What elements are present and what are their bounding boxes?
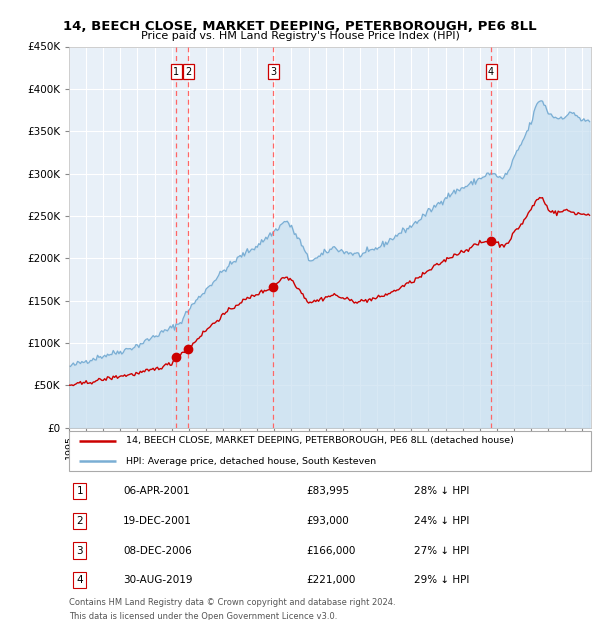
FancyBboxPatch shape [69, 431, 591, 471]
Text: 1: 1 [173, 67, 179, 77]
Text: 24% ↓ HPI: 24% ↓ HPI [414, 516, 469, 526]
Text: This data is licensed under the Open Government Licence v3.0.: This data is licensed under the Open Gov… [69, 612, 337, 620]
Text: 27% ↓ HPI: 27% ↓ HPI [414, 546, 469, 556]
Text: 2: 2 [185, 67, 191, 77]
Text: 2: 2 [76, 516, 83, 526]
Text: 08-DEC-2006: 08-DEC-2006 [123, 546, 192, 556]
Text: £83,995: £83,995 [306, 486, 349, 496]
Text: £221,000: £221,000 [306, 575, 355, 585]
Text: 28% ↓ HPI: 28% ↓ HPI [414, 486, 469, 496]
Text: 06-APR-2001: 06-APR-2001 [123, 486, 190, 496]
Text: 14, BEECH CLOSE, MARKET DEEPING, PETERBOROUGH, PE6 8LL: 14, BEECH CLOSE, MARKET DEEPING, PETERBO… [63, 20, 537, 33]
Text: 29% ↓ HPI: 29% ↓ HPI [414, 575, 469, 585]
Text: Price paid vs. HM Land Registry's House Price Index (HPI): Price paid vs. HM Land Registry's House … [140, 31, 460, 41]
Text: 19-DEC-2001: 19-DEC-2001 [123, 516, 192, 526]
Text: 3: 3 [270, 67, 277, 77]
Text: £93,000: £93,000 [306, 516, 349, 526]
Text: Contains HM Land Registry data © Crown copyright and database right 2024.: Contains HM Land Registry data © Crown c… [69, 598, 395, 608]
Text: 4: 4 [488, 67, 494, 77]
Text: 30-AUG-2019: 30-AUG-2019 [123, 575, 193, 585]
Text: 14, BEECH CLOSE, MARKET DEEPING, PETERBOROUGH, PE6 8LL (detached house): 14, BEECH CLOSE, MARKET DEEPING, PETERBO… [127, 436, 514, 446]
Text: £166,000: £166,000 [306, 546, 355, 556]
Text: 3: 3 [76, 546, 83, 556]
Text: 1: 1 [76, 486, 83, 496]
Text: 4: 4 [76, 575, 83, 585]
Text: HPI: Average price, detached house, South Kesteven: HPI: Average price, detached house, Sout… [127, 456, 377, 466]
